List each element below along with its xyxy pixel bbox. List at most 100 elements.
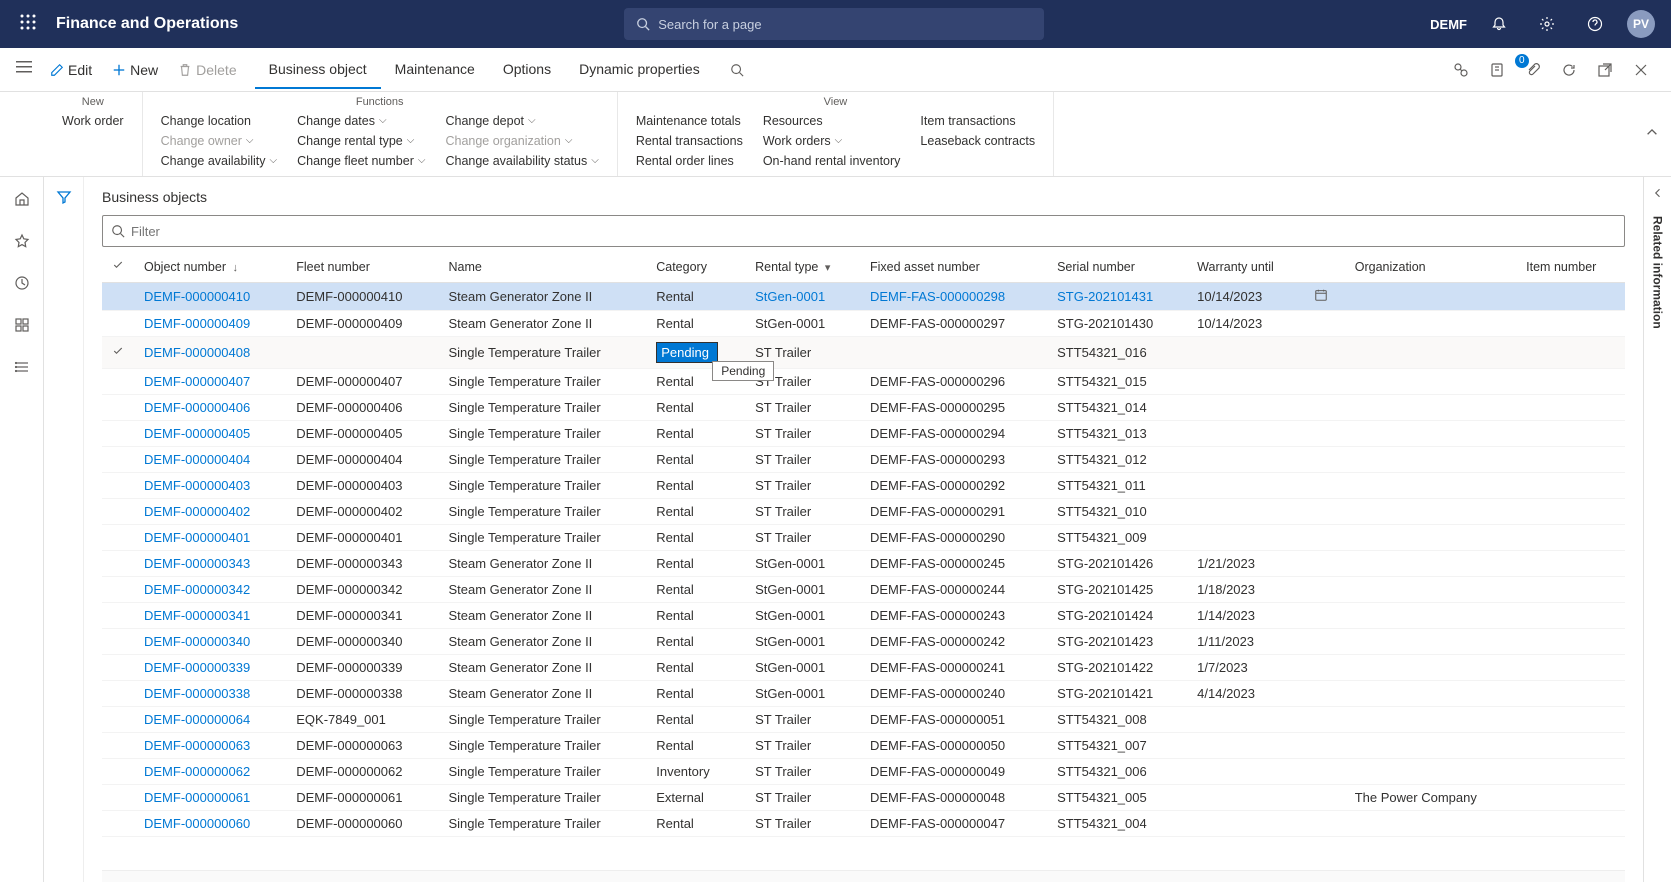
tab-options[interactable]: Options [489,51,565,89]
ribbon-change-rental-type[interactable]: Change rental type ⌵ [297,132,425,150]
refresh-icon[interactable] [1555,56,1583,84]
settings-icon[interactable] [1531,8,1563,40]
row-checkbox[interactable] [102,395,134,421]
category-edit-input[interactable] [656,342,718,363]
legal-entity[interactable]: DEMF [1430,17,1467,32]
cell-object-number[interactable]: DEMF-000000406 [134,395,286,421]
tab-maintenance[interactable]: Maintenance [381,51,489,89]
nav-toggle-icon[interactable] [8,59,40,80]
cell-object-number[interactable]: DEMF-000000402 [134,499,286,525]
popout-icon[interactable] [1591,56,1619,84]
help-icon[interactable] [1579,8,1611,40]
ribbon-change-depot[interactable]: Change depot ⌵ [445,112,598,130]
pin-icon[interactable] [1447,56,1475,84]
delete-button[interactable]: Delete [168,56,246,84]
column-header-icon[interactable] [1304,251,1345,283]
cell-object-number[interactable]: DEMF-000000061 [134,785,286,811]
row-checkbox[interactable] [102,603,134,629]
table-row[interactable]: DEMF-000000339DEMF-000000339Steam Genera… [102,655,1625,681]
cell-rental-type[interactable]: StGen-0001 [745,283,860,311]
table-row[interactable]: DEMF-000000404DEMF-000000404Single Tempe… [102,447,1625,473]
new-button[interactable]: New [102,56,168,84]
row-checkbox[interactable] [102,311,134,337]
row-checkbox[interactable] [102,811,134,837]
row-checkbox[interactable] [102,629,134,655]
table-row[interactable]: DEMF-000000410DEMF-000000410Steam Genera… [102,283,1625,311]
related-info-label[interactable]: Related information [1651,216,1665,329]
ribbon-rental-order-lines[interactable]: Rental order lines [636,152,743,170]
office-icon[interactable] [1483,56,1511,84]
action-search-icon[interactable] [720,57,754,83]
workspaces-icon[interactable] [6,311,38,339]
row-checkbox[interactable] [102,733,134,759]
ribbon-change-availability-status[interactable]: Change availability status ⌵ [445,152,598,170]
cell-object-number[interactable]: DEMF-000000409 [134,311,286,337]
cell-object-number[interactable]: DEMF-000000407 [134,369,286,395]
table-row[interactable]: DEMF-000000405DEMF-000000405Single Tempe… [102,421,1625,447]
cell-object-number[interactable]: DEMF-000000338 [134,681,286,707]
column-header-serial-number[interactable]: Serial number [1047,251,1187,283]
modules-icon[interactable] [6,353,38,381]
cell-object-number[interactable]: DEMF-000000339 [134,655,286,681]
tab-business-object[interactable]: Business object [255,51,381,89]
table-row[interactable]: DEMF-000000340DEMF-000000340Steam Genera… [102,629,1625,655]
column-header-fleet-number[interactable]: Fleet number [286,251,438,283]
table-row[interactable]: DEMF-000000060DEMF-000000060Single Tempe… [102,811,1625,837]
cell-object-number[interactable]: DEMF-000000401 [134,525,286,551]
row-checkbox[interactable] [102,283,134,311]
ribbon-rental-transactions[interactable]: Rental transactions [636,132,743,150]
table-row[interactable]: DEMF-000000338DEMF-000000338Steam Genera… [102,681,1625,707]
column-header-name[interactable]: Name [439,251,647,283]
row-checkbox[interactable] [102,447,134,473]
horizontal-scrollbar[interactable] [102,870,1625,882]
table-row[interactable]: DEMF-000000341DEMF-000000341Steam Genera… [102,603,1625,629]
cell-object-number[interactable]: DEMF-000000341 [134,603,286,629]
table-row[interactable]: DEMF-000000406DEMF-000000406Single Tempe… [102,395,1625,421]
select-all-header[interactable] [102,251,134,283]
row-checkbox[interactable] [102,473,134,499]
cell-object-number[interactable]: DEMF-000000343 [134,551,286,577]
column-header-item-number[interactable]: Item number [1516,251,1625,283]
table-row[interactable]: DEMF-000000064EQK-7849_001Single Tempera… [102,707,1625,733]
notifications-icon[interactable] [1483,8,1515,40]
table-row[interactable]: DEMF-000000409DEMF-000000409Steam Genera… [102,311,1625,337]
edit-button[interactable]: Edit [40,56,102,84]
ribbon-resources[interactable]: Resources [763,112,901,130]
table-row[interactable]: DEMF-000000063DEMF-000000063Single Tempe… [102,733,1625,759]
close-icon[interactable] [1627,56,1655,84]
cell-object-number[interactable]: DEMF-000000062 [134,759,286,785]
column-header-rental-type[interactable]: Rental type ▾ [745,251,860,283]
home-icon[interactable] [6,185,38,213]
table-row[interactable]: DEMF-000000408Single Temperature Trailer… [102,337,1625,369]
expand-related-icon[interactable] [1652,187,1664,202]
table-row[interactable]: DEMF-000000062DEMF-000000062Single Tempe… [102,759,1625,785]
ribbon-work-orders[interactable]: Work orders ⌵ [763,132,901,150]
favorites-icon[interactable] [6,227,38,255]
ribbon-work-order[interactable]: Work order [62,112,124,130]
table-row[interactable]: DEMF-000000061DEMF-000000061Single Tempe… [102,785,1625,811]
column-header-category[interactable]: Category [646,251,745,283]
cell-fixed-asset[interactable]: DEMF-FAS-000000298 [860,283,1047,311]
cell-object-number[interactable]: DEMF-000000060 [134,811,286,837]
ribbon-change-availability[interactable]: Change availability ⌵ [161,152,278,170]
row-checkbox[interactable] [102,525,134,551]
row-checkbox[interactable] [102,577,134,603]
cell-object-number[interactable]: DEMF-000000342 [134,577,286,603]
column-header-warranty-until[interactable]: Warranty until [1187,251,1304,283]
table-row[interactable]: DEMF-000000401DEMF-000000401Single Tempe… [102,525,1625,551]
global-search[interactable]: Search for a page [624,8,1044,40]
row-checkbox[interactable] [102,655,134,681]
table-row[interactable]: DEMF-000000407DEMF-000000407Single Tempe… [102,369,1625,395]
cell-object-number[interactable]: DEMF-000000410 [134,283,286,311]
row-checkbox[interactable] [102,369,134,395]
ribbon-leaseback-contracts[interactable]: Leaseback contracts [920,132,1035,150]
row-checkbox[interactable] [102,337,134,369]
row-checkbox[interactable] [102,707,134,733]
app-launcher-icon[interactable] [8,14,48,35]
cell-category-editing[interactable]: Pending [646,337,745,369]
cell-object-number[interactable]: DEMF-000000063 [134,733,286,759]
table-row[interactable]: DEMF-000000403DEMF-000000403Single Tempe… [102,473,1625,499]
cell-date-icon[interactable] [1304,283,1345,311]
user-avatar[interactable]: PV [1627,10,1655,38]
row-checkbox[interactable] [102,551,134,577]
